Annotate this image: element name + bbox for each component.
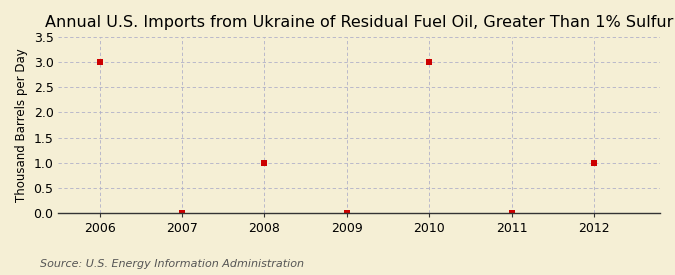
Text: Source: U.S. Energy Information Administration: Source: U.S. Energy Information Administ… <box>40 259 304 269</box>
Y-axis label: Thousand Barrels per Day: Thousand Barrels per Day <box>15 48 28 202</box>
Title: Annual U.S. Imports from Ukraine of Residual Fuel Oil, Greater Than 1% Sulfur: Annual U.S. Imports from Ukraine of Resi… <box>45 15 674 30</box>
